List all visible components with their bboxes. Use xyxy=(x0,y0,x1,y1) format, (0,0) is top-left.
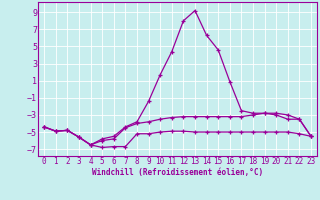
X-axis label: Windchill (Refroidissement éolien,°C): Windchill (Refroidissement éolien,°C) xyxy=(92,168,263,177)
